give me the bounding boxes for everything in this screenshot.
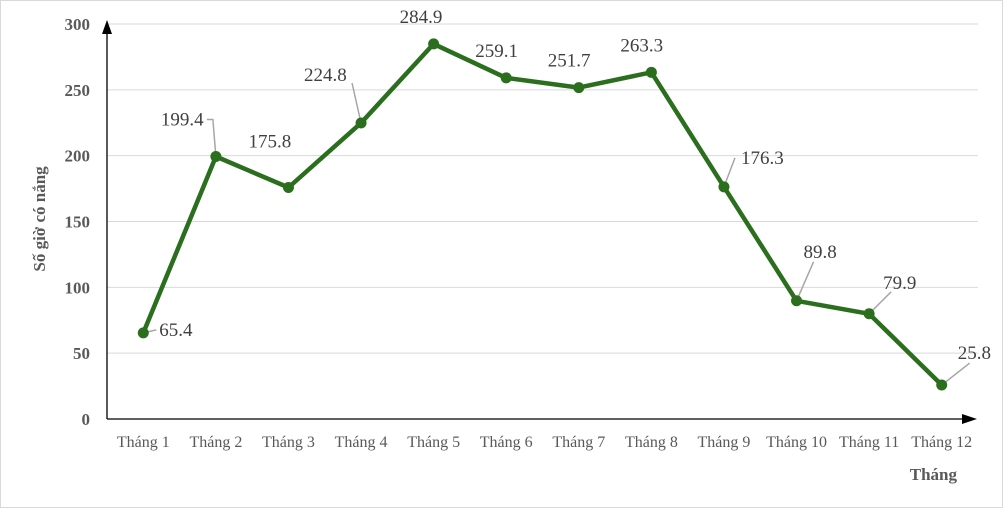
y-axis-title: Số giờ có nắng bbox=[30, 166, 49, 272]
y-tick-label: 50 bbox=[73, 344, 90, 363]
data-point bbox=[355, 117, 367, 129]
data-point bbox=[863, 308, 875, 320]
x-tick-label: Tháng 1 bbox=[117, 434, 170, 451]
y-tick-label: 0 bbox=[82, 410, 91, 429]
data-point bbox=[500, 72, 512, 84]
x-tick-label: Tháng 2 bbox=[189, 434, 242, 451]
x-tick-label: Tháng 7 bbox=[552, 434, 605, 451]
data-label: 89.8 bbox=[804, 242, 837, 263]
y-tick-labels: 0 50 100 150 200 250 300 bbox=[65, 15, 91, 429]
y-tick-label: 150 bbox=[65, 213, 91, 232]
data-labels: 65.4 199.4 175.8 224.8 284.9 259.1 251.7 263.3 1… bbox=[159, 7, 991, 364]
data-point bbox=[137, 327, 149, 339]
x-tick-label: Tháng 3 bbox=[262, 434, 315, 451]
leader-line bbox=[941, 362, 971, 386]
gridlines bbox=[107, 23, 978, 354]
x-tick-label: Tháng 12 bbox=[911, 434, 972, 451]
data-label: 175.8 bbox=[248, 132, 291, 153]
data-label: 79.9 bbox=[883, 273, 916, 294]
x-tick-label: Tháng 10 bbox=[766, 434, 827, 451]
x-tick-labels: Tháng 1 Tháng 2 Tháng 3 Tháng 4 Tháng 5 Tháng… bbox=[117, 434, 972, 451]
data-label: 65.4 bbox=[159, 320, 193, 341]
data-point bbox=[791, 295, 803, 307]
data-label: 199.4 bbox=[161, 109, 204, 130]
y-tick-label: 250 bbox=[65, 81, 91, 100]
series-line bbox=[141, 41, 944, 388]
x-tick-label: Tháng 11 bbox=[839, 434, 899, 451]
data-label: 284.9 bbox=[400, 7, 443, 28]
data-point bbox=[936, 379, 948, 391]
leader-line bbox=[351, 82, 362, 124]
x-axis-arrow bbox=[962, 414, 977, 424]
series bbox=[137, 38, 948, 391]
data-label: 259.1 bbox=[475, 41, 518, 62]
x-axis-title: Tháng bbox=[910, 465, 958, 484]
data-point bbox=[282, 182, 294, 194]
y-tick-label: 100 bbox=[65, 278, 91, 297]
data-label: 25.8 bbox=[958, 343, 991, 364]
x-tick-label: Tháng 4 bbox=[335, 434, 388, 451]
y-tick-label: 200 bbox=[65, 147, 91, 166]
data-point bbox=[210, 150, 222, 162]
leader-line bbox=[206, 118, 217, 157]
data-point bbox=[573, 82, 585, 94]
data-point bbox=[428, 38, 440, 50]
x-tick-label: Tháng 6 bbox=[480, 434, 533, 451]
leader-lines bbox=[143, 82, 971, 386]
y-tick-label: 300 bbox=[65, 15, 91, 34]
data-label: 251.7 bbox=[548, 51, 591, 72]
data-label: 263.3 bbox=[620, 35, 663, 56]
leader-line bbox=[795, 261, 815, 302]
x-tick-label: Tháng 9 bbox=[698, 434, 751, 451]
data-label: 176.3 bbox=[741, 148, 784, 169]
axes bbox=[102, 20, 977, 424]
data-point bbox=[645, 66, 657, 78]
x-tick-label: Tháng 5 bbox=[407, 434, 460, 451]
data-label: 224.8 bbox=[304, 65, 347, 86]
data-point bbox=[718, 181, 730, 193]
x-tick-label: Tháng 8 bbox=[625, 434, 678, 451]
y-axis-arrow bbox=[102, 20, 112, 34]
